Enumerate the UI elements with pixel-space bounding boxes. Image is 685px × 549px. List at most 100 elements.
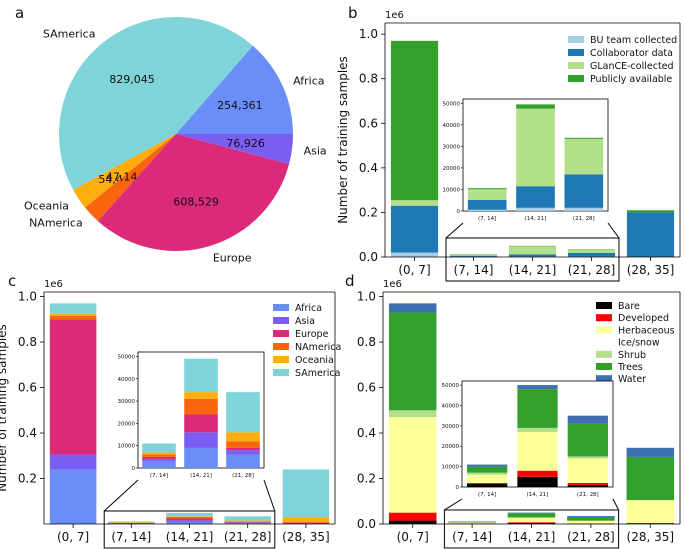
pie-value-asia: 76,926 (226, 137, 265, 150)
inset-y-tick-label-d: 20000 (442, 444, 460, 450)
inset-x-tick-label-c: (21, 28] (232, 473, 254, 479)
y-tick-label-c: 0.6 (18, 381, 37, 395)
y-axis-label-c: Number of training samples (0, 324, 9, 492)
inset-bar-d-2-2 (567, 458, 608, 483)
bar-b-3-2 (567, 249, 616, 253)
y-tick-label-d: 0.6 (357, 381, 376, 395)
zoom-connector-left-b (445, 222, 464, 239)
bar-d-0-6 (388, 303, 437, 313)
inset-bar-c-1-4 (184, 392, 218, 399)
inset-bar-d-0-1 (467, 482, 508, 484)
legend-swatch-b (568, 36, 584, 43)
inset-bar-d-1-4 (517, 427, 558, 432)
inset-bar-d-0-2 (467, 474, 508, 483)
pie-label-oceania: Oceania (24, 200, 69, 213)
inset-bar-d-1-2 (517, 431, 558, 471)
pie-label-samerica: SAmerica (43, 28, 96, 41)
x-tick-label-d: (28, 35] (627, 530, 675, 544)
scale-label-c: 1e6 (44, 279, 63, 290)
inset-y-tick-label-d: 10000 (442, 465, 460, 471)
pie-slice-europe (97, 134, 290, 251)
scale-label-d: 1e6 (383, 279, 402, 290)
bar-d-2-1 (507, 522, 556, 523)
bar-d-2-2 (507, 517, 556, 523)
bar-d-4-2 (626, 500, 675, 523)
inset-bar-b-0-0 (467, 209, 507, 211)
bar-c-4-4 (282, 517, 330, 522)
inset-y-tick-label-b: 10000 (443, 187, 461, 193)
inset-y-tick-label-c: 0 (132, 466, 136, 472)
inset-bar-d-1-1 (517, 470, 558, 477)
bar-b-3-1 (567, 252, 616, 257)
inset-bar-c-1-5 (184, 358, 218, 393)
bar-d-1-2 (448, 522, 496, 524)
inset-bar-d-2-6 (567, 415, 608, 424)
inset-bar-c-0-0 (142, 461, 176, 468)
x-tick-label-b: (0, 7] (398, 263, 430, 277)
bar-c-2-4 (166, 516, 213, 517)
bar-c-2-0 (166, 521, 213, 524)
bar-d-3-2 (567, 520, 615, 524)
bar-b-1-1 (449, 255, 498, 257)
legend-swatch-b (568, 62, 584, 69)
inset-y-tick-label-d: 0 (456, 485, 460, 491)
legend-label-d: Bare (618, 301, 640, 312)
legend-label-b: GLanCE-collected (590, 61, 674, 72)
inset-bar-d-2-1 (567, 482, 608, 485)
pie-slice-africa (176, 45, 293, 134)
inset-bar-b-2-2 (564, 138, 604, 175)
y-tick-label-d: 0.4 (357, 426, 376, 440)
bar-c-2-1 (166, 520, 213, 522)
inset-bar-c-2-0 (226, 454, 260, 468)
bar-d-0-5 (388, 312, 437, 411)
y-tick-label-d: 0.8 (357, 335, 376, 349)
inset-bar-c-2-2 (226, 447, 260, 451)
bar-c-3-4 (224, 520, 271, 522)
inset-y-tick-label-c: 10000 (118, 444, 136, 450)
panel-label-c: c (8, 272, 16, 290)
inset-bar-d-1-6 (517, 385, 558, 390)
legend-label-c: NAmerica (295, 342, 341, 353)
bar-c-3-3 (224, 521, 271, 522)
chart-panel-d: 0.0 0.2 0.4 0.6 0.8 1.0 1e6 (0, 7] (7, 14] (14, 2… (357, 279, 681, 549)
inset-bar-d-0-0 (467, 483, 508, 487)
pie-slice-asia (176, 134, 293, 164)
legend-label-d: Ice/snow (618, 338, 660, 349)
inset-bar-b-1-1 (516, 186, 555, 208)
bar-c-2-2 (166, 518, 213, 521)
bar-c-0-5 (49, 303, 97, 314)
panel-label-b: b (348, 4, 358, 22)
bar-c-3-0 (224, 522, 271, 524)
inset-bar-c-1-0 (184, 447, 218, 468)
legend-swatch-c (273, 304, 289, 311)
x-tick-label-c: (7, 14] (111, 530, 151, 544)
zoom-connector-right-b (607, 222, 620, 239)
legend-swatch-c (273, 356, 289, 363)
legend-swatch-b (568, 49, 584, 56)
pie-value-europe: 608,529 (173, 195, 219, 208)
inset-y-tick-label-d: 50000 (442, 383, 460, 389)
bar-d-4-1 (626, 522, 675, 524)
inset-x-tick-label-d: (7, 14] (478, 492, 496, 498)
pie-slice-oceania (73, 134, 176, 208)
bar-d-0-2 (388, 417, 437, 513)
x-tick-label-b: (28, 35] (627, 263, 675, 277)
bar-d-0-1 (388, 512, 437, 521)
panel-label-a: a (15, 4, 24, 22)
legend-label-c: SAmerica (295, 368, 340, 379)
inset-bar-b-1-2 (516, 108, 555, 187)
legend-label-c: Africa (295, 303, 322, 314)
x-tick-label-c: (21, 28] (224, 530, 272, 544)
chart-panel-b: 0.0 0.2 0.4 0.6 0.8 1.0 1e6 (0, 7] (7, 14] (14, 2… (336, 10, 681, 282)
pie-slice-namerica (85, 134, 176, 222)
bar-c-4-5 (282, 469, 330, 518)
inset-bar-d-1-0 (517, 476, 558, 487)
inset-bar-c-2-1 (226, 450, 260, 455)
inset-bar-c-2-5 (226, 392, 260, 433)
inset-bar-b-0-1 (467, 200, 507, 210)
charts-layer: Africa254,361SAmerica829,045Oceania54,40… (0, 10, 681, 549)
legend-swatch-d (596, 350, 612, 358)
pie-label-africa: Africa (293, 75, 324, 88)
x-tick-label-c: (0, 7] (57, 530, 89, 544)
